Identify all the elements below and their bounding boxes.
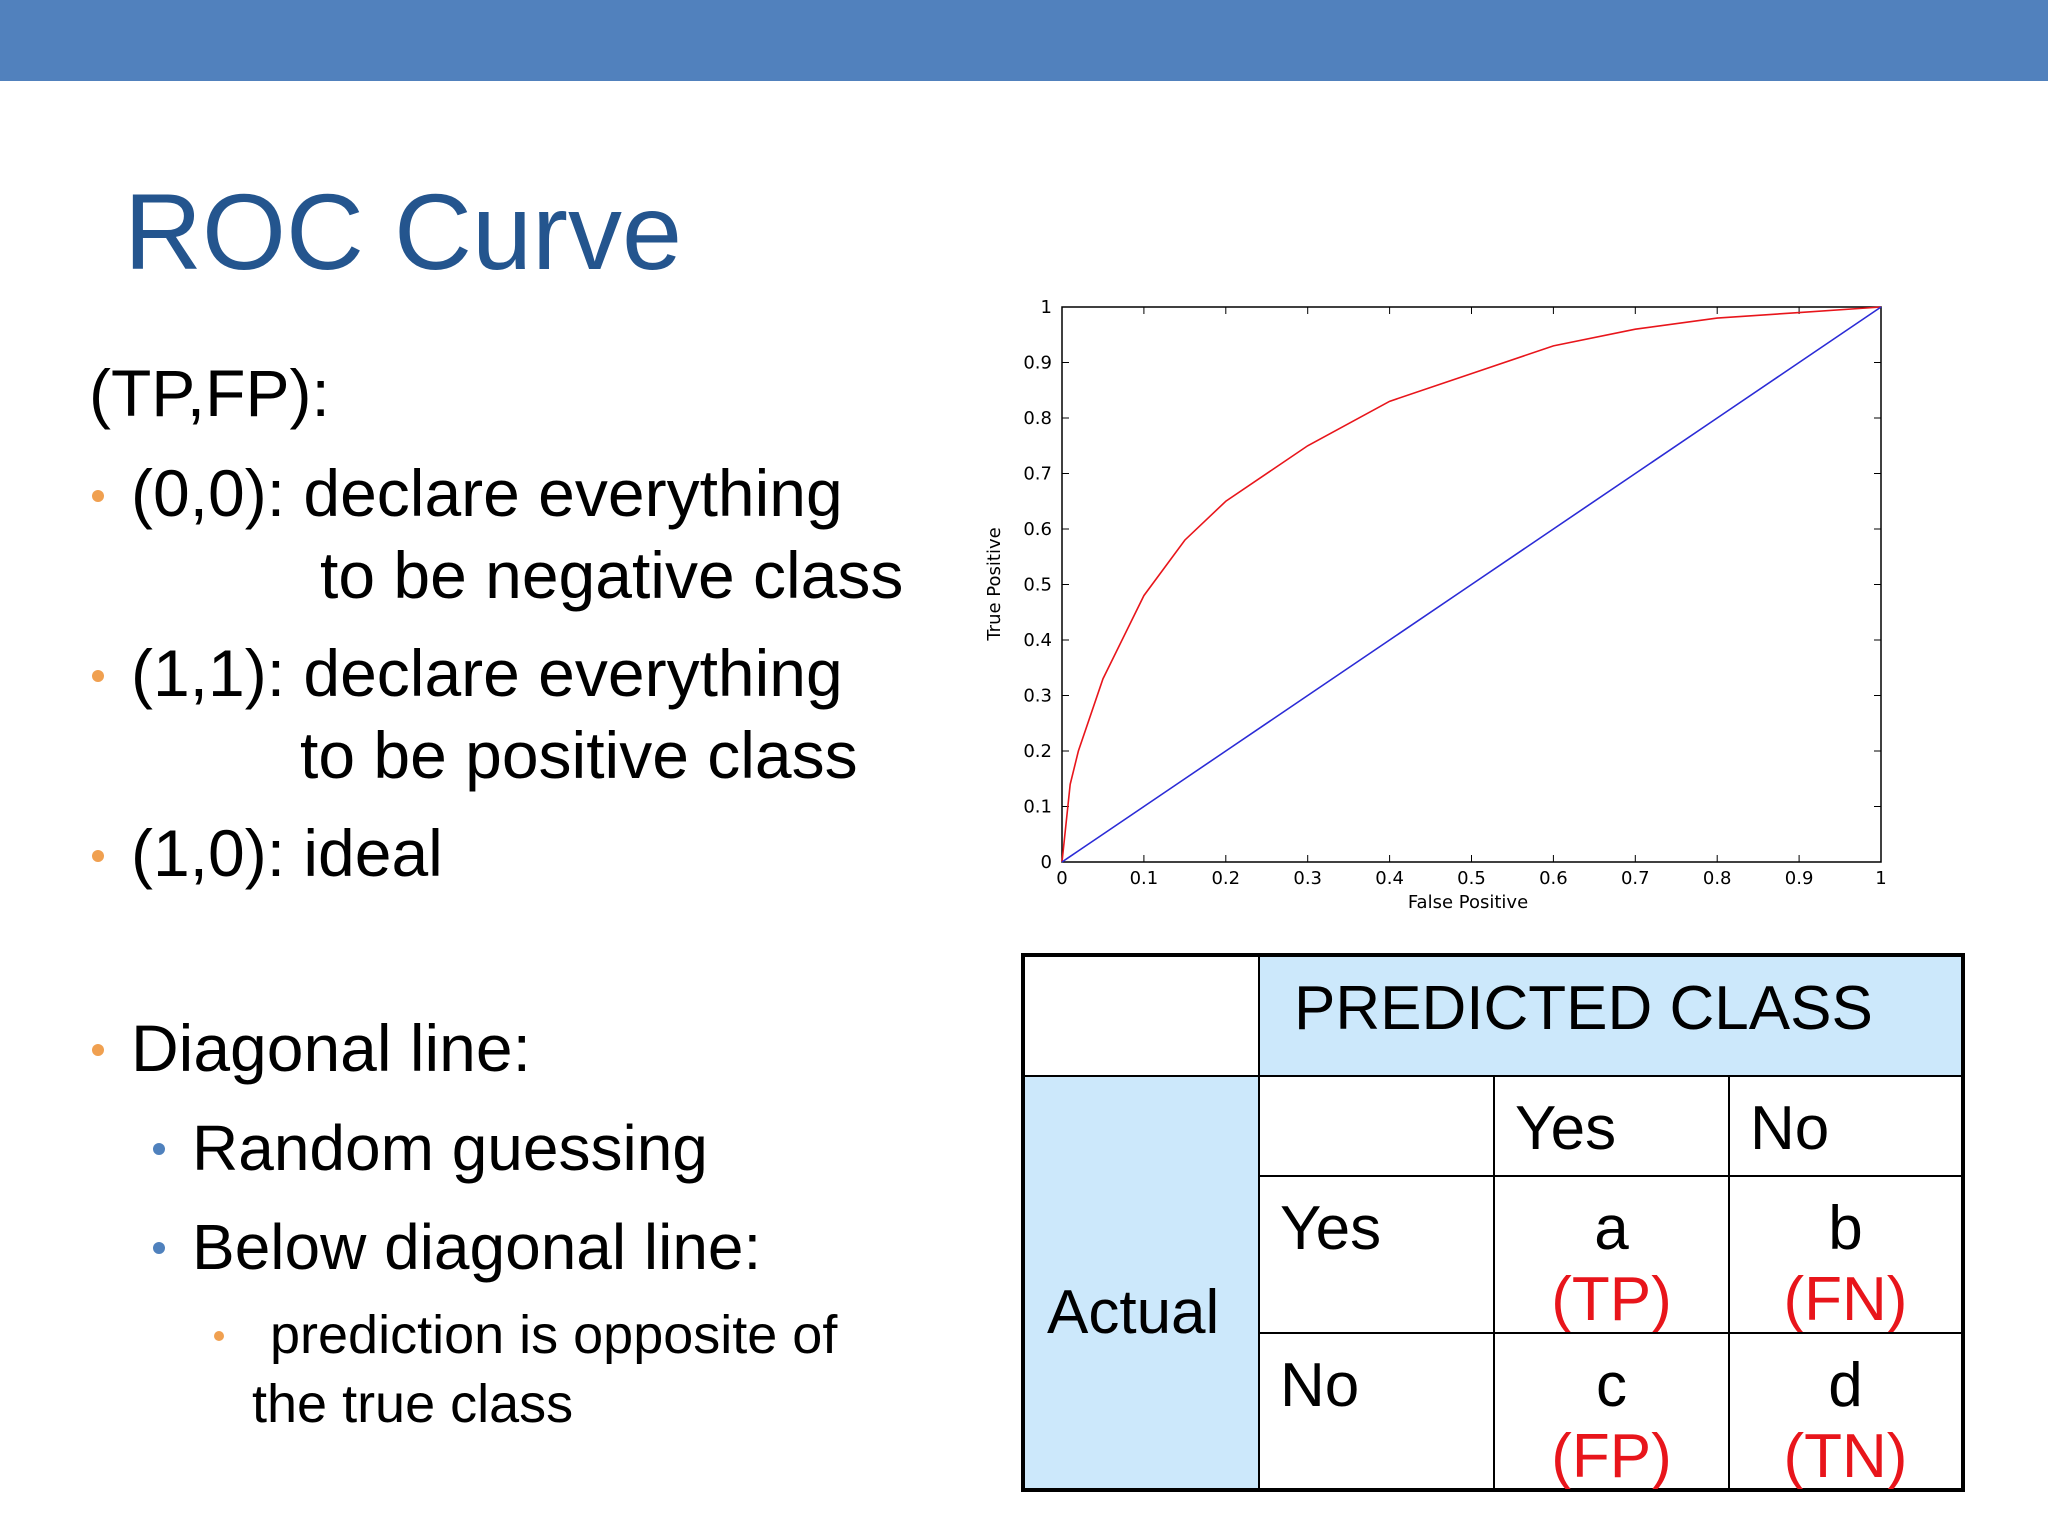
- y-tick-label: 0.3: [1023, 686, 1052, 707]
- x-tick-label: 0.8: [1703, 868, 1732, 889]
- bullet-text: to be negative class: [320, 538, 904, 612]
- header-bar: [0, 0, 2048, 81]
- sub-bullet-text: Below diagonal line:: [192, 1211, 762, 1283]
- cell-letter: a: [1594, 1194, 1629, 1263]
- bullet-dot: [153, 1242, 165, 1254]
- x-tick-label: 0.3: [1293, 868, 1322, 889]
- sub-bullet-text: Random guessing: [192, 1112, 708, 1184]
- y-tick-label: 1: [1041, 297, 1052, 318]
- x-tick-label: 0.4: [1375, 868, 1404, 889]
- roc-chart: False Positive True Positive 0 0.1 0.2 0.3 0…: [984, 297, 1887, 913]
- slide-title: ROC Curve: [124, 171, 683, 292]
- cell-outcome: (FN): [1783, 1265, 1908, 1334]
- x-tick-label: 0.5: [1457, 868, 1486, 889]
- bullet-dot: [92, 670, 104, 682]
- bullet-dot: [92, 850, 104, 862]
- y-tick-label: 0.4: [1023, 630, 1052, 651]
- x-tick-label: 0.2: [1211, 868, 1240, 889]
- table-cell: c (FP): [1493, 1332, 1730, 1491]
- x-axis-label: False Positive: [1408, 892, 1528, 913]
- bullet-dot: [92, 490, 104, 502]
- cell-outcome: (TN): [1783, 1422, 1908, 1491]
- x-tick-label: 0.7: [1621, 868, 1650, 889]
- y-tick-label: 0.2: [1023, 741, 1052, 762]
- x-tick-label: 0.1: [1130, 868, 1159, 889]
- x-tick-label: 0.6: [1539, 868, 1568, 889]
- bullet-text: (0,0): declare everything: [131, 456, 843, 530]
- bullet-dot: [153, 1143, 165, 1155]
- cell-letter: d: [1828, 1351, 1863, 1420]
- y-axis-label: True Positive: [984, 527, 1005, 641]
- bullet-text: to be positive class: [300, 718, 858, 792]
- cell-letter: c: [1596, 1351, 1627, 1420]
- bullet-dot: [92, 1044, 104, 1056]
- y-tick-label: 0.6: [1023, 519, 1052, 540]
- cell-outcome: (FP): [1551, 1422, 1672, 1491]
- bullet-dot: [214, 1331, 224, 1341]
- series-line: [1061, 306, 1882, 863]
- cell-outcome: (TP): [1551, 1265, 1672, 1334]
- table-border: [1021, 953, 1965, 1492]
- bullet-text: (1,0): ideal: [131, 816, 443, 890]
- series-line: [1061, 306, 1882, 863]
- y-tick-label: 0.5: [1023, 575, 1052, 596]
- x-tick-label: 0.9: [1785, 868, 1814, 889]
- x-tick-label: 1: [1875, 868, 1886, 889]
- y-tick-label: 0.9: [1023, 353, 1052, 374]
- y-tick-label: 0.7: [1023, 464, 1052, 485]
- y-tick-label: 0: [1041, 852, 1052, 873]
- cell-letter: b: [1828, 1194, 1863, 1263]
- y-tick-label: 0.8: [1023, 408, 1052, 429]
- bullet-text: Diagonal line:: [131, 1011, 531, 1085]
- table-header: PREDICTED CLASS: [1258, 955, 1963, 1077]
- sub-sub-bullet-text: the true class: [252, 1374, 574, 1434]
- x-tick-label: 0: [1056, 868, 1067, 889]
- intro: (TP,FP):: [89, 356, 330, 430]
- y-tick-label: 0.1: [1023, 797, 1052, 818]
- sub-sub-bullet-text: prediction is opposite of: [270, 1305, 838, 1365]
- bullet-text: (1,1): declare everything: [131, 636, 843, 710]
